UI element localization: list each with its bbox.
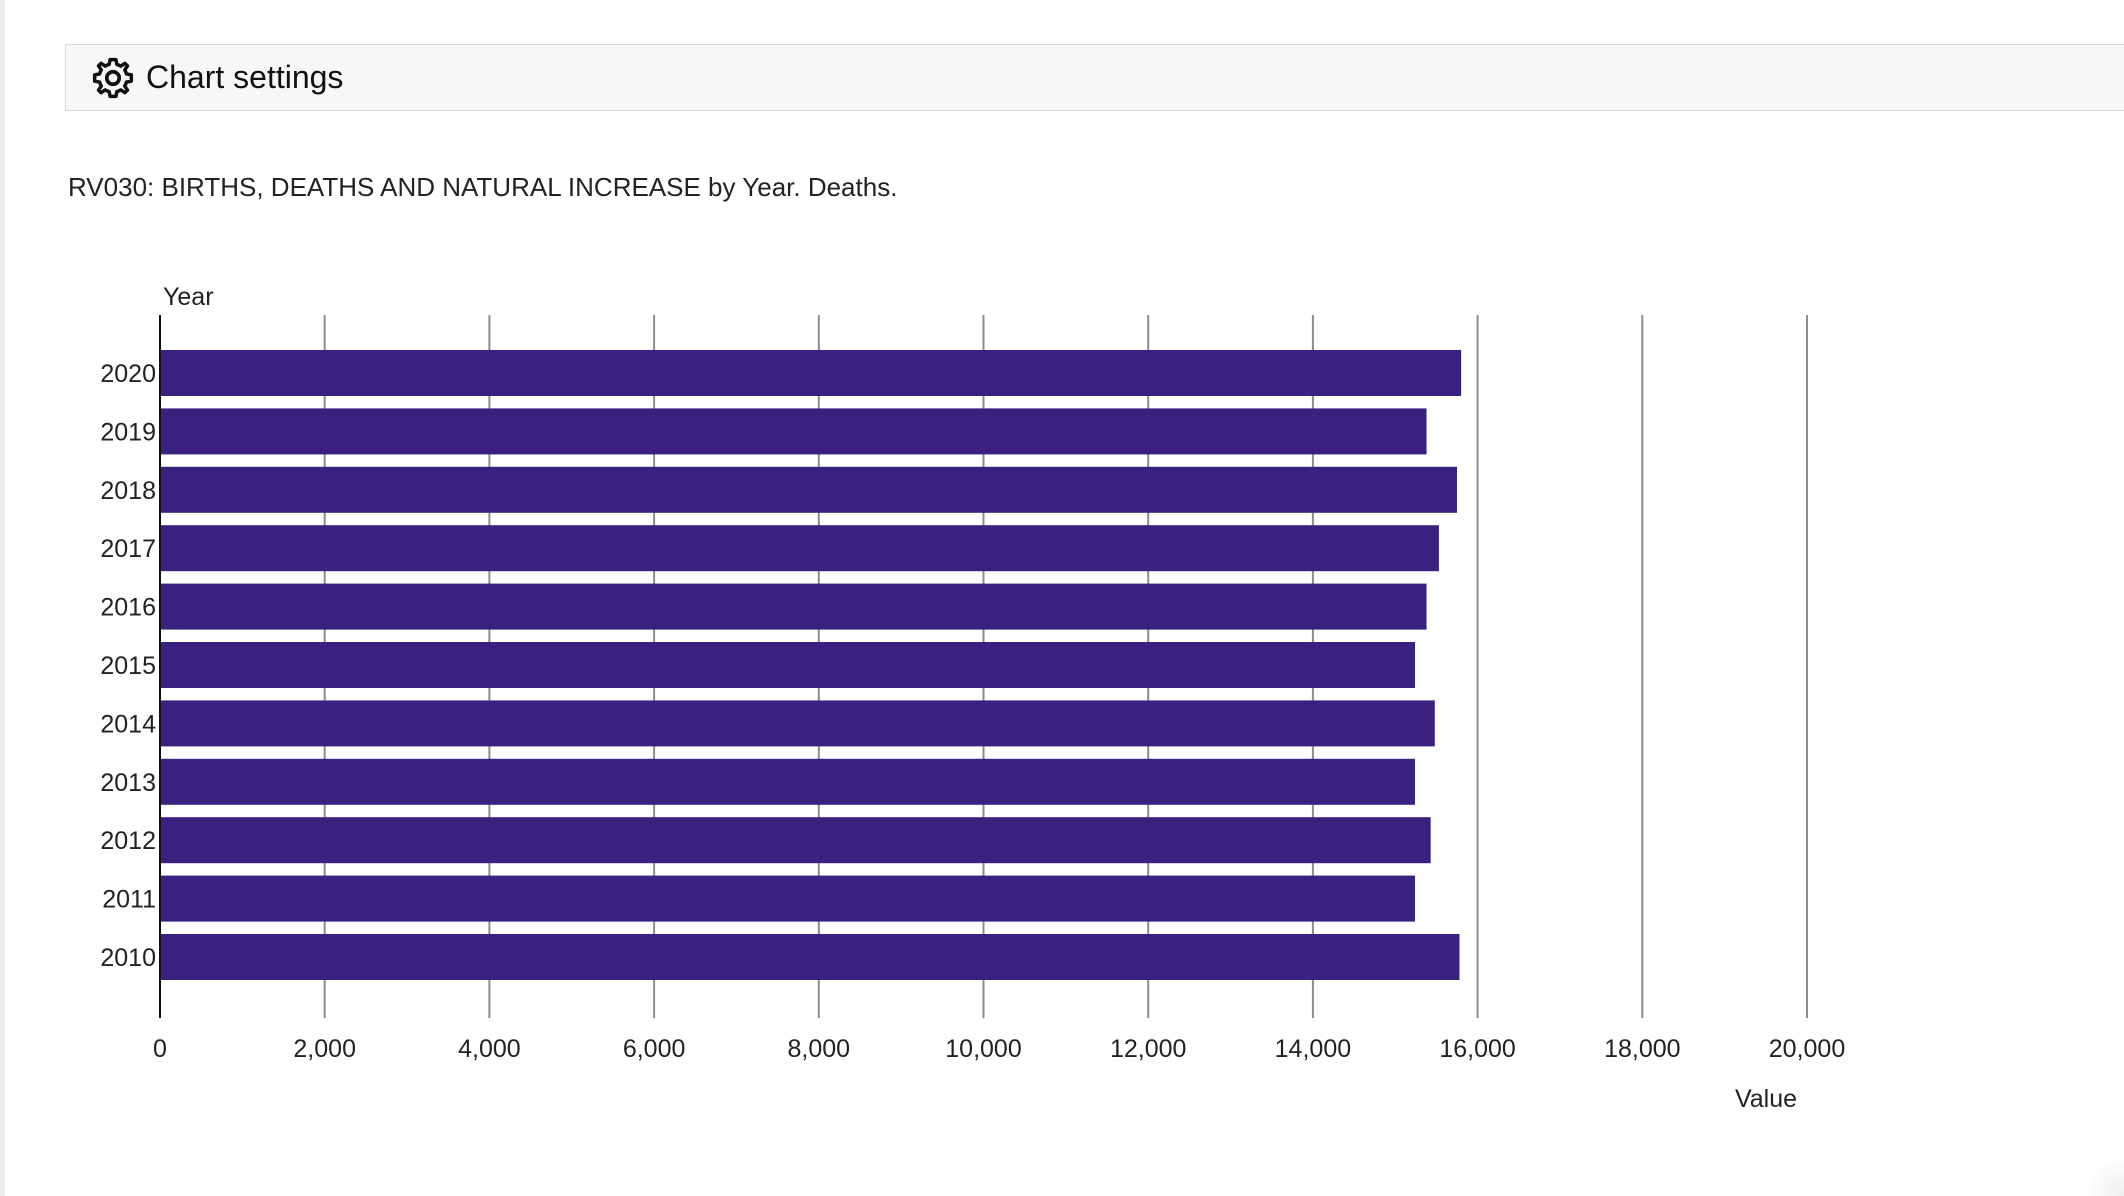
bar-2010	[160, 934, 1460, 980]
y-tick-label: 2010	[100, 944, 156, 972]
x-tick-label: 14,000	[1275, 1035, 1351, 1063]
bar-2020	[160, 350, 1462, 396]
y-axis-title: Year	[163, 283, 214, 311]
y-tick-label: 2016	[100, 594, 156, 622]
y-tick-label: 2015	[100, 652, 156, 680]
y-tick-label: 2012	[100, 827, 156, 855]
bar-2012	[160, 817, 1431, 864]
bar-2019	[160, 408, 1427, 455]
left-edge-divider	[0, 0, 5, 1196]
y-tick-label: 2018	[100, 477, 156, 505]
x-tick-label: 0	[153, 1035, 167, 1063]
x-tick-label: 6,000	[623, 1035, 686, 1063]
bar-2017	[160, 525, 1439, 572]
bar-2013	[160, 758, 1416, 805]
y-tick-label: 2011	[102, 886, 156, 914]
bar-2014	[160, 700, 1435, 747]
chart-settings-toggle[interactable]: Chart settings	[65, 44, 2124, 111]
y-tick-label: 2019	[100, 418, 156, 446]
y-tick-label: 2014	[100, 710, 156, 738]
bar-2018	[160, 466, 1458, 513]
x-tick-label: 18,000	[1604, 1035, 1680, 1063]
x-tick-label: 12,000	[1110, 1035, 1186, 1063]
bar-2016	[160, 583, 1427, 630]
x-tick-label: 2,000	[293, 1035, 356, 1063]
chart-settings-label: Chart settings	[146, 59, 344, 95]
gear-icon[interactable]	[90, 55, 136, 101]
x-tick-label: 20,000	[1769, 1035, 1845, 1063]
x-tick-label: 4,000	[458, 1035, 521, 1063]
bar-2011	[160, 875, 1416, 922]
x-axis-title: Value	[1735, 1085, 1797, 1113]
y-tick-label: 2020	[100, 360, 156, 388]
bar-2015	[160, 642, 1416, 688]
x-tick-label: 8,000	[788, 1035, 851, 1063]
x-tick-label: 16,000	[1439, 1035, 1515, 1063]
chart-caption: RV030: BIRTHS, DEATHS AND NATURAL INCREA…	[68, 172, 898, 202]
y-tick-label: 2013	[100, 769, 156, 797]
y-tick-label: 2017	[100, 535, 156, 563]
corner-shade	[2084, 1156, 2124, 1196]
x-tick-label: 10,000	[945, 1035, 1021, 1063]
